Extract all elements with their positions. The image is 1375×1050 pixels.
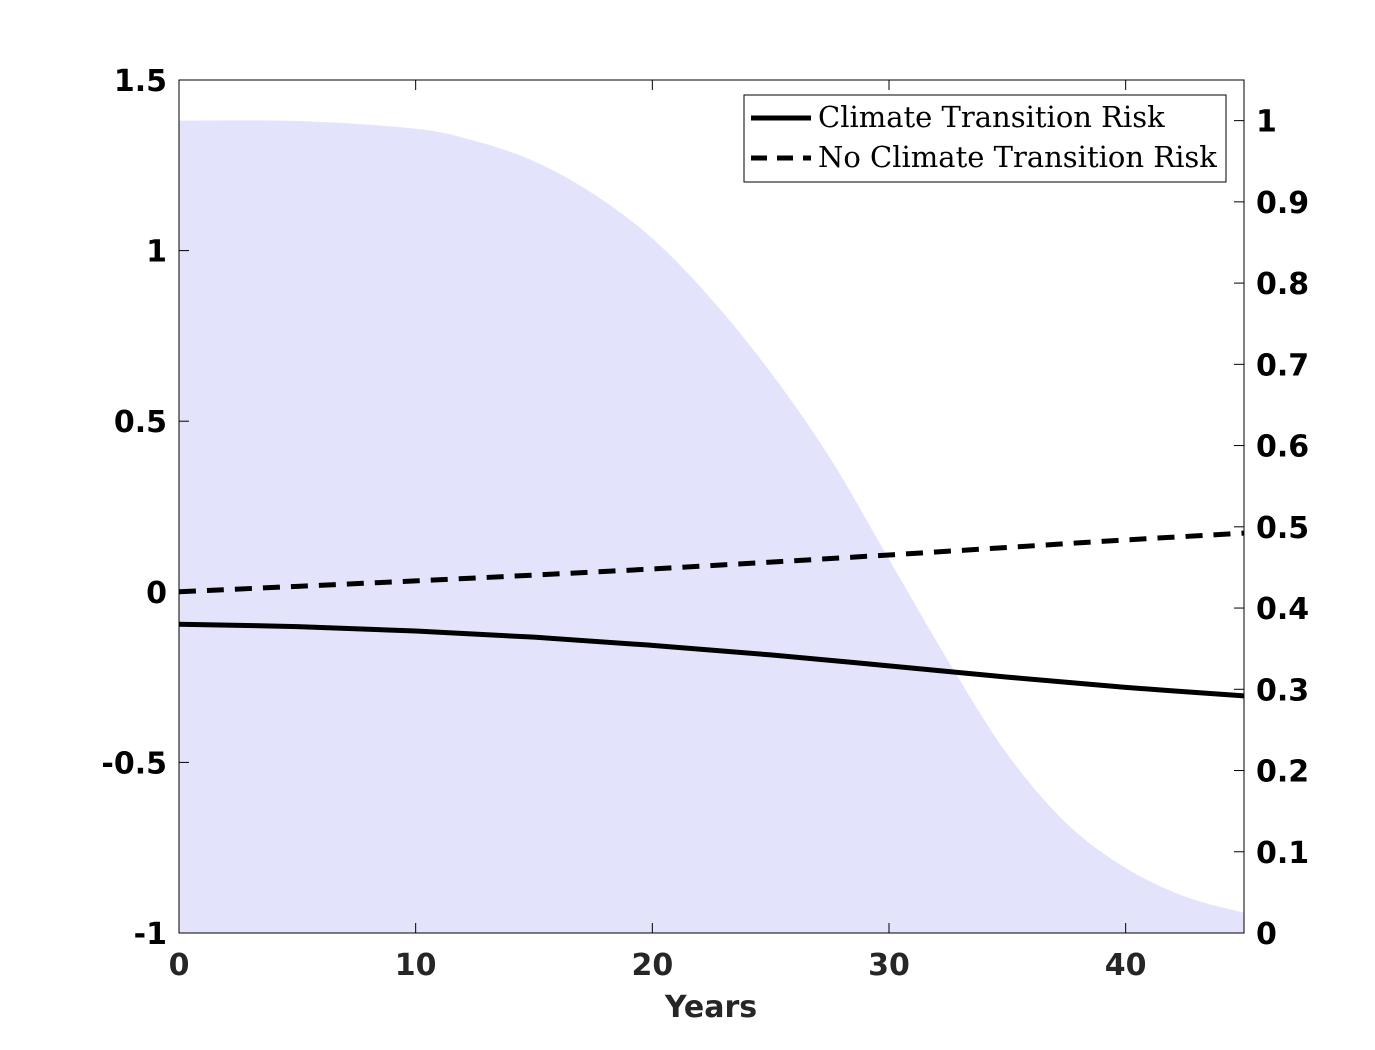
y2-tick-label: 0.8 [1256,267,1309,302]
y2-tick-label: 0.3 [1256,673,1309,708]
legend: Climate Transition Risk No Climate Trans… [743,94,1227,183]
climate-transition-risk-line [178,621,1245,699]
legend-label-climate-transition-risk: Climate Transition Risk [818,100,1165,134]
y2-tick-label: 0 [1256,917,1277,952]
no-climate-transition-risk-line [178,530,1245,595]
x-tick-label: 40 [1105,948,1147,983]
y-tick-label: -1 [134,917,167,952]
y2-tick-label: 0.4 [1256,592,1309,627]
y2-tick-label: 0.6 [1256,430,1309,465]
series-line-layer [178,530,1245,699]
probability-area-layer [179,120,1244,933]
probability-area [179,120,1244,933]
x-tick-label: 0 [169,948,190,983]
y2-tick-label: 0.2 [1256,755,1309,790]
x-tick-label: 20 [631,948,673,983]
y2-tick-label: 0.9 [1256,186,1309,221]
x-axis-title: Years [664,990,757,1025]
y-tick-label: 0.5 [114,405,167,440]
y2-tick-label: 0.5 [1256,511,1309,546]
y2-tick-label: 1 [1256,105,1277,140]
axis-tick-layer: 0 10 20 30 40 -1 -0.5 0 0.5 1 1.5 0 0.1 0.2 0.3 0.4 0.5 0… [101,64,1309,983]
plot-frame [178,79,1245,934]
legend-label-no-climate-transition-risk: No Climate Transition Risk [818,140,1217,174]
y-tick-label: 1.5 [114,64,167,99]
y2-tick-label: 0.1 [1256,836,1309,871]
x-tick-label: 30 [868,948,910,983]
y-tick-label: 1 [146,235,167,270]
x-tick-label: 10 [395,948,437,983]
y2-tick-label: 0.7 [1256,348,1309,383]
y-tick-label: -0.5 [101,746,167,781]
y-tick-label: 0 [146,576,167,611]
legend-box [743,94,1227,183]
